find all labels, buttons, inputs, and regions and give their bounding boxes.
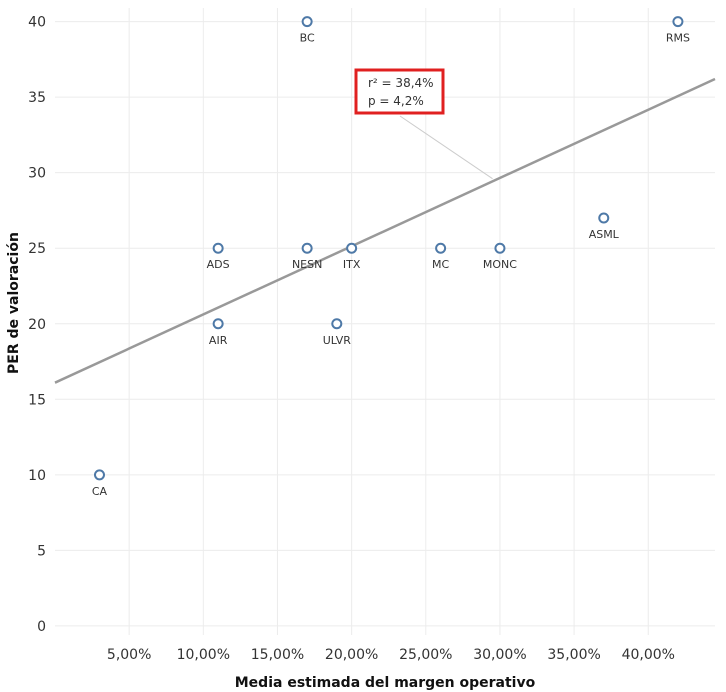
data-point-label: MC [432, 258, 449, 271]
x-tick-label: 30,00% [473, 647, 526, 663]
data-point-label: MONC [483, 258, 517, 271]
data-point-label: NESN [292, 258, 322, 271]
data-point [346, 242, 358, 254]
x-axis-ticks: 5,00% 10,00% 15,00% 20,00% 25,00% 30,00% 35,00… [107, 647, 675, 663]
data-point-label: AIR [209, 334, 228, 347]
x-axis-title: Media estimada del margen operativo [235, 675, 536, 691]
x-tick-label: 25,00% [399, 647, 452, 663]
annotation-p-value: p = 4,2% [368, 94, 424, 108]
x-tick-label: 5,00% [107, 647, 151, 663]
points: BC RMS ASML ADS NESN ITX MC MONC AIR ULVR CA [92, 16, 690, 498]
data-point-label: ITX [343, 258, 361, 271]
annotation-leader-line [399, 115, 493, 180]
data-point [212, 242, 224, 254]
y-tick-label: 0 [37, 619, 46, 635]
y-tick-label: 40 [28, 15, 46, 31]
annotation-box [354, 68, 445, 115]
y-tick-label: 10 [28, 468, 46, 484]
y-axis-title: PER de valoración [6, 232, 22, 374]
data-point-label: ULVR [323, 334, 351, 347]
x-tick-label: 15,00% [251, 647, 304, 663]
data-point [494, 242, 506, 254]
data-point [331, 318, 343, 330]
x-tick-label: 40,00% [622, 647, 675, 663]
grid [55, 8, 715, 635]
y-tick-label: 35 [28, 90, 46, 106]
data-point-label: CA [92, 485, 108, 498]
data-point-label: ADS [207, 258, 230, 271]
x-tick-label: 20,00% [325, 647, 378, 663]
y-tick-label: 20 [28, 317, 46, 333]
y-tick-label: 15 [28, 392, 46, 408]
data-point-label: BC [300, 32, 315, 45]
trend-line [54, 77, 716, 384]
x-tick-label: 10,00% [177, 647, 230, 663]
trend-line-group [54, 77, 716, 384]
data-point [435, 242, 447, 254]
data-point [301, 16, 313, 28]
y-tick-label: 30 [28, 166, 46, 182]
data-point [301, 242, 313, 254]
data-point-label: RMS [666, 32, 690, 45]
data-point [93, 469, 105, 481]
x-tick-label: 35,00% [547, 647, 600, 663]
annotation-r-squared: r² = 38,4% [368, 76, 434, 90]
annotation: r² = 38,4% p = 4,2% [354, 68, 493, 180]
data-point [598, 212, 610, 224]
y-axis-ticks: 0 5 10 15 20 25 30 35 40 [28, 15, 46, 635]
data-point [672, 16, 684, 28]
y-tick-label: 5 [37, 543, 46, 559]
data-point-label: ASML [589, 228, 620, 241]
data-point [212, 318, 224, 330]
y-tick-label: 25 [28, 241, 46, 257]
